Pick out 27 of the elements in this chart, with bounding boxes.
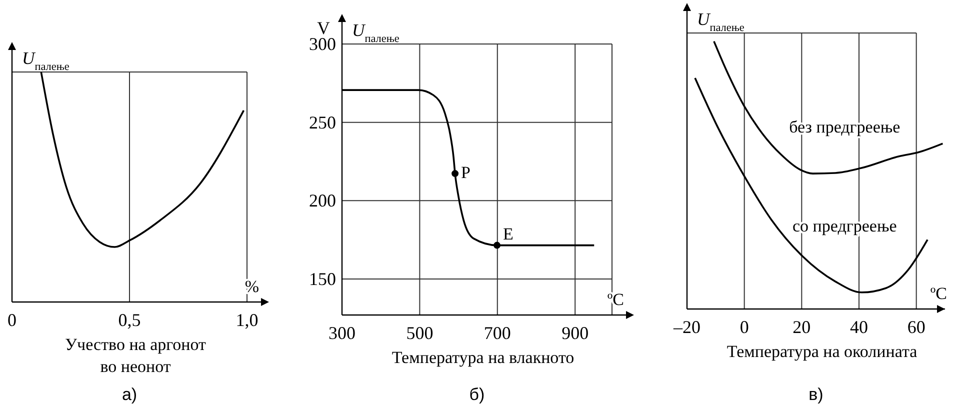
x-tick-label: 500	[406, 323, 434, 343]
x-tick-label: –20	[672, 317, 700, 337]
x-tick-label: 20	[792, 317, 811, 337]
x-tick-label: 900	[562, 323, 589, 343]
x-tick-label: 0	[8, 310, 16, 330]
y-tick-label: 250	[309, 112, 336, 132]
x-tick-label: 1,0	[236, 310, 258, 330]
x-tick-label: 60	[907, 317, 926, 337]
text: б)	[469, 385, 485, 404]
annotation: E	[503, 224, 514, 244]
x-tick-label: 700	[484, 323, 511, 343]
x-axis-title: Учество на аргонот во неонот	[65, 335, 207, 376]
x-axis-title: Температура на влакното	[392, 348, 574, 367]
annotation: P	[461, 163, 471, 182]
text: а)	[122, 385, 138, 404]
y-axis-title: U$_{палење}$	[697, 9, 744, 34]
y-tick-label: 200	[309, 190, 336, 211]
text: в)	[808, 385, 824, 404]
x-tick-label: 40	[850, 317, 868, 337]
x-tick-label: 0	[740, 317, 749, 337]
y-axis-title: U$_{палење}$	[22, 48, 70, 73]
y-axis-title: U$_{палење}$	[352, 20, 400, 45]
x-tick-label: 300	[328, 323, 356, 343]
annotation: ºC	[930, 284, 947, 303]
x-axis-title: Температура на околината	[726, 342, 918, 361]
x-tick-label: 0,5	[118, 310, 141, 330]
y-tick-label: 150	[309, 268, 336, 289]
